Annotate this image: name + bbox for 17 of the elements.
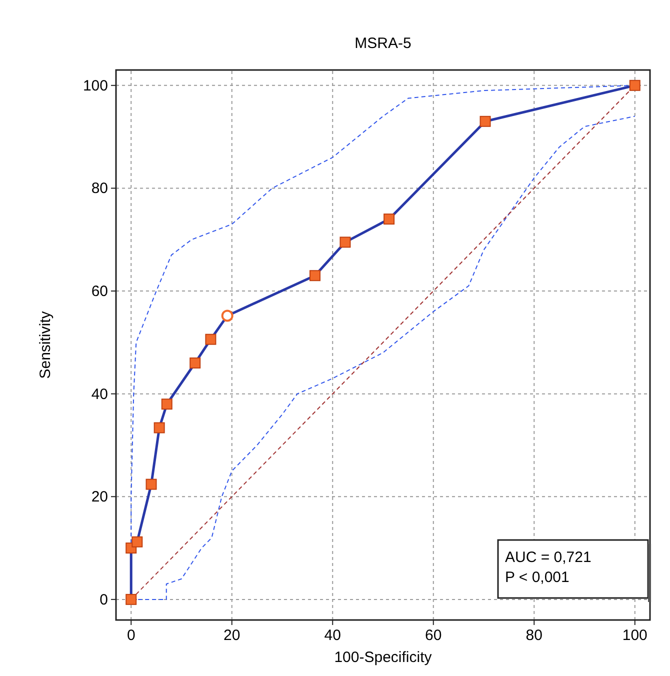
chart-title: MSRA-5 bbox=[354, 35, 412, 52]
x-tick-label: 40 bbox=[324, 627, 341, 644]
x-tick-label: 20 bbox=[224, 627, 240, 644]
x-tick-label: 0 bbox=[126, 627, 136, 644]
x-tick-label: 60 bbox=[425, 627, 442, 644]
y-tick-label: 20 bbox=[91, 488, 108, 506]
y-tick-label: 40 bbox=[91, 386, 108, 403]
x-tick-label: 100 bbox=[622, 627, 648, 644]
y-tick-label: 0 bbox=[100, 591, 108, 608]
y-tick-label: 60 bbox=[91, 283, 108, 300]
y-tick-label: 80 bbox=[91, 180, 108, 198]
y-axis-title: Sensitivity bbox=[37, 310, 54, 379]
x-tick-label: 80 bbox=[526, 627, 542, 644]
annotation: AUC = 0,721 bbox=[505, 549, 592, 566]
annotation: P < 0,001 bbox=[505, 569, 570, 586]
y-tick-label: 100 bbox=[82, 77, 108, 94]
x-axis-title: 100-Specificity bbox=[334, 649, 432, 666]
